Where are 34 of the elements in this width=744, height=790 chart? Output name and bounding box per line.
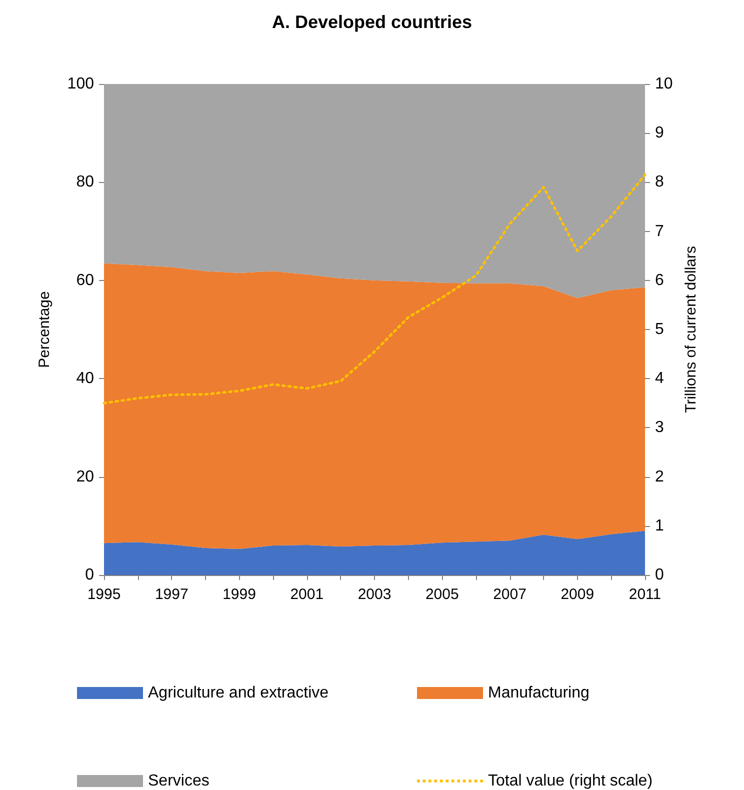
y2-tick-label: 3 xyxy=(655,419,664,436)
y-tick-label: 100 xyxy=(67,76,94,92)
y-tick-label: 0 xyxy=(85,566,94,584)
x-tick-label: 2005 xyxy=(425,586,459,603)
line-series xyxy=(102,174,646,404)
y2-tick-label: 6 xyxy=(655,272,664,289)
y-axis-title: Percentage xyxy=(36,291,53,368)
x-tick-label: 1997 xyxy=(154,586,188,603)
x-tick-label: 2003 xyxy=(358,586,392,603)
y2-tick-label: 10 xyxy=(655,76,673,92)
x-tick-label: 2007 xyxy=(493,586,526,603)
y2-tick-label: 7 xyxy=(655,222,664,240)
y2-tick-label: 8 xyxy=(655,174,664,191)
legend-label: Total value (right scale) xyxy=(488,772,653,790)
y2-tick-label: 2 xyxy=(655,468,664,486)
chart-title: A. Developed countries xyxy=(272,12,472,32)
legend-label: Manufacturing xyxy=(488,684,590,702)
x-tick-label: 2009 xyxy=(560,586,594,603)
y-tick-label: 40 xyxy=(76,370,94,388)
y2-axis-title: Trillions of current dollars xyxy=(682,246,700,413)
y2-tick-label: 5 xyxy=(655,321,664,338)
y-tick-label: 60 xyxy=(76,272,94,289)
y-tick-label: 20 xyxy=(76,468,94,486)
y-tick-label: 80 xyxy=(76,174,94,191)
y2-tick-label: 0 xyxy=(655,566,664,584)
x-tick-label: 1995 xyxy=(87,586,121,603)
y2-tick-label: 4 xyxy=(655,370,664,388)
y2-tick-label: 1 xyxy=(655,517,664,534)
legend-label: Agriculture and extractive xyxy=(148,684,329,702)
x-tick-label: 2001 xyxy=(290,586,324,603)
x-tick-label: 2011 xyxy=(628,586,662,603)
y2-tick-label: 9 xyxy=(655,124,664,142)
legend-label: Services xyxy=(148,772,210,790)
x-tick-label: 1999 xyxy=(222,586,256,603)
